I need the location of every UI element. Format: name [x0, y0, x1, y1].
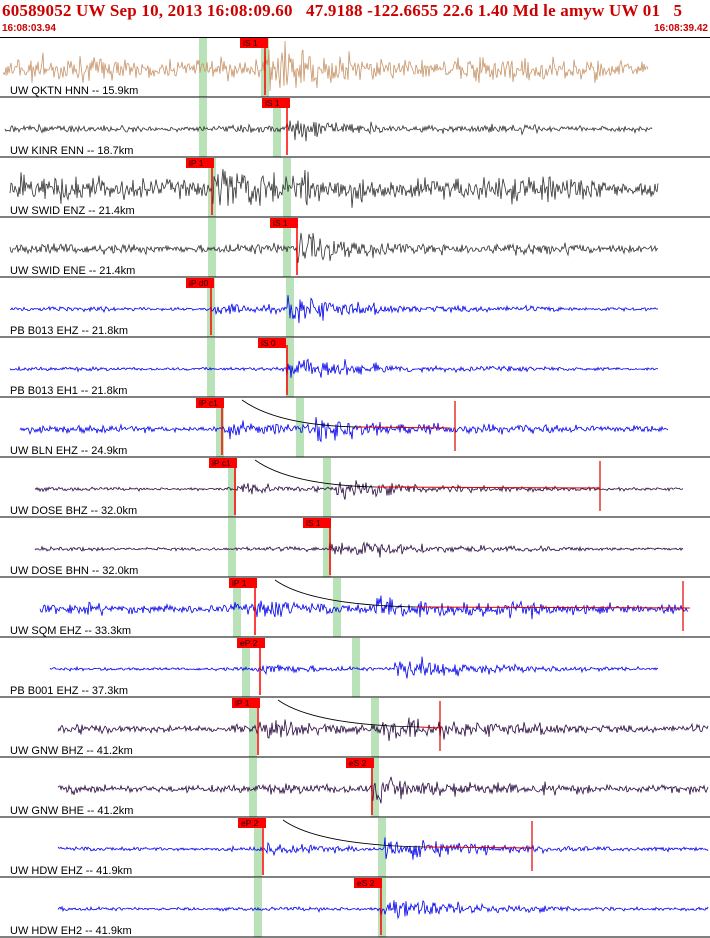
phase-pick-text: iP 1 [189, 158, 204, 168]
theory-curve [282, 819, 426, 848]
pick-window [371, 758, 379, 817]
station-label: UW DOSE BHN -- 32.0km [10, 565, 138, 577]
pick-window [371, 698, 379, 757]
phase-pick-label[interactable]: eP 2 [237, 638, 265, 648]
station-label: UW HDW EH2 -- 41.9km [10, 925, 132, 937]
waveform-trace [34, 480, 684, 500]
pick-window [286, 278, 294, 337]
waveform-trace [57, 776, 709, 804]
station-label: UW SQM EHZ -- 33.3km [10, 625, 131, 637]
station-label: UW SWID ENZ -- 21.4km [10, 205, 135, 217]
phase-pick-text: eS 2 [357, 878, 375, 888]
phase-pick-label[interactable]: iP d0 [186, 278, 214, 288]
phase-pick-text: iS 0 [261, 338, 276, 348]
waveform-trace [34, 540, 684, 558]
theory-curve [277, 699, 421, 728]
station-label: UW GNW BHZ -- 41.2km [10, 745, 133, 757]
pick-window [233, 578, 241, 637]
phase-pick-text: iS 1 [265, 98, 280, 108]
theory-curve [254, 459, 377, 488]
waveform-trace [4, 120, 653, 142]
pick-window [249, 758, 257, 817]
phase-pick-label[interactable]: eP 2 [238, 818, 266, 828]
phase-pick-label[interactable]: iS 1 [303, 518, 331, 528]
phase-pick-label[interactable]: iP c1 [196, 398, 224, 408]
pick-window [323, 458, 331, 517]
pick-window [323, 518, 331, 577]
station-label: UW SWID ENE -- 21.4km [10, 265, 135, 277]
phase-pick-label[interactable]: iP 1 [186, 158, 214, 168]
station-label: PB B013 EH1 -- 21.8km [10, 385, 127, 397]
station-label: UW GNW BHE -- 41.2km [10, 805, 133, 817]
synthetic-trace [419, 726, 441, 729]
pick-window [273, 98, 281, 157]
synthetic-trace [355, 426, 451, 429]
pick-window [207, 338, 215, 397]
phase-pick-label[interactable]: iP c1 [209, 458, 237, 468]
phase-pick-label[interactable]: eS 2 [354, 878, 382, 888]
record-header: 60589052 UW Sep 10, 2013 16:08:09.60 47.… [0, 0, 710, 37]
station-label: PB B013 EHZ -- 21.8km [10, 325, 128, 337]
seismogram-panel: iS 1 UW QKTN HNN -- 15.9km iS 1 UW KINR ENN… [0, 37, 710, 938]
phase-pick-text: iP 1 [235, 698, 250, 708]
phase-pick-label[interactable]: eS 2 [346, 758, 374, 768]
synthetic-trace [416, 606, 691, 609]
waveform-trace [9, 295, 659, 324]
station-label: UW BLN EHZ -- 24.9km [10, 445, 127, 457]
pick-window [199, 38, 207, 97]
phase-pick-text: eP 2 [241, 818, 259, 828]
event-title: 60589052 UW Sep 10, 2013 16:08:09.60 47.… [2, 1, 683, 20]
phase-pick-label[interactable]: iS 1 [262, 98, 290, 108]
station-label: PB B001 EHZ -- 37.3km [10, 685, 128, 697]
pick-window [228, 458, 236, 517]
phase-pick-text: eP 2 [240, 638, 258, 648]
waveform-trace [39, 595, 689, 620]
phase-pick-text: iS 1 [243, 38, 258, 48]
window-end-time: 16:08:39.42 [654, 23, 708, 34]
window-start-time: 16:08:03.94 [2, 23, 56, 34]
phase-pick-label[interactable]: iP 1 [232, 698, 260, 708]
pick-window [296, 398, 304, 457]
synthetic-trace [424, 846, 533, 849]
waveform-trace [19, 416, 669, 443]
phase-pick-text: iP c1 [199, 398, 218, 408]
phase-pick-text: eS 2 [349, 758, 367, 768]
waveform-trace [57, 837, 709, 860]
phase-pick-label[interactable]: iP 1 [229, 578, 257, 588]
waveform-trace [9, 232, 659, 263]
pick-window [352, 638, 360, 697]
phase-pick-text: iP d0 [189, 278, 208, 288]
pick-window [378, 878, 386, 937]
waveform-trace [57, 717, 709, 741]
phase-pick-label[interactable]: iS 1 [240, 38, 268, 48]
phase-pick-text: iP 1 [232, 578, 247, 588]
waveform-trace [9, 169, 659, 208]
waveform-trace [57, 900, 709, 920]
pick-window [228, 518, 236, 577]
pick-window [378, 818, 386, 877]
phase-pick-text: iS 1 [273, 218, 288, 228]
pick-window [254, 818, 262, 877]
phase-pick-text: iS 1 [306, 518, 321, 528]
synthetic-trace [375, 486, 601, 489]
phase-pick-label[interactable]: iS 0 [258, 338, 286, 348]
station-label: UW QKTN HNN -- 15.9km [10, 85, 138, 97]
theory-curve [274, 579, 418, 608]
waveform-trace [49, 656, 659, 679]
waveform-trace [2, 40, 649, 92]
station-label: UW DOSE BHZ -- 32.0km [10, 505, 137, 517]
station-label: UW HDW EHZ -- 41.9km [10, 865, 132, 877]
phase-pick-text: iP c1 [212, 458, 231, 468]
waveform-trace [9, 358, 659, 378]
pick-window [199, 98, 207, 157]
theory-curve [241, 399, 357, 428]
pick-window [283, 218, 291, 277]
station-label: UW KINR ENN -- 18.7km [10, 145, 133, 157]
pick-window [283, 158, 291, 217]
phase-pick-label[interactable]: iS 1 [270, 218, 298, 228]
